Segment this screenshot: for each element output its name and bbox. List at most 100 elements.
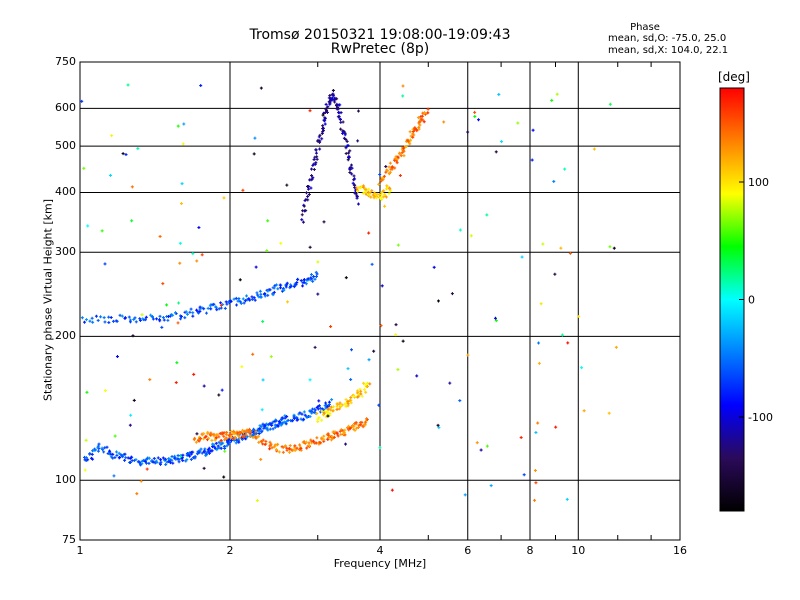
data-point (531, 128, 535, 132)
data-point (209, 449, 213, 453)
data-point (216, 444, 220, 448)
data-point (364, 420, 368, 424)
data-point (283, 416, 287, 420)
data-point (312, 407, 316, 411)
data-point (282, 420, 286, 424)
data-point (130, 459, 134, 463)
data-point (248, 432, 252, 436)
data-point (322, 437, 326, 441)
data-point (269, 423, 273, 427)
data-point (188, 310, 192, 314)
data-point (302, 440, 306, 444)
data-point (332, 98, 336, 102)
data-point (103, 446, 107, 450)
data-point (206, 306, 210, 310)
data-point (338, 401, 342, 405)
data-point (214, 436, 218, 440)
data-point (263, 292, 267, 296)
data-point (317, 440, 321, 444)
data-point (245, 298, 249, 302)
data-point (234, 431, 238, 435)
data-point (309, 276, 313, 280)
data-point (355, 395, 359, 399)
y-tick-label: 200 (55, 329, 76, 343)
data-point (314, 161, 318, 165)
data-point (270, 446, 274, 450)
data-point (323, 122, 327, 126)
data-point (86, 224, 90, 228)
data-point (322, 220, 326, 224)
data-point (359, 423, 363, 427)
data-point (259, 292, 263, 296)
data-point (212, 432, 216, 436)
data-point (202, 432, 206, 436)
data-point (329, 438, 333, 442)
data-point (303, 441, 307, 445)
data-point (387, 192, 391, 196)
data-point (330, 435, 334, 439)
data-point (320, 137, 324, 141)
data-point (225, 438, 229, 442)
data-point (321, 126, 325, 130)
data-point (226, 439, 230, 443)
data-point (417, 127, 421, 131)
data-point (396, 368, 400, 372)
data-point (336, 107, 340, 111)
data-point (255, 291, 259, 295)
data-point (305, 446, 309, 450)
data-point (308, 415, 312, 419)
data-point (401, 339, 405, 343)
data-point (281, 287, 285, 291)
data-point (100, 446, 104, 450)
data-point (219, 304, 223, 308)
data-point (181, 142, 185, 146)
colorbar-tick-label: 100 (748, 176, 769, 189)
data-point (251, 435, 255, 439)
data-point (130, 219, 134, 223)
data-point (364, 384, 368, 388)
data-point (222, 444, 226, 448)
data-point (264, 422, 268, 426)
data-point (174, 311, 178, 315)
data-point (240, 435, 244, 439)
data-point (186, 452, 190, 456)
data-point (301, 440, 305, 444)
data-point (537, 341, 541, 345)
data-point (437, 426, 441, 430)
phase-x-stats: mean, sd,X: 104.0, 22.1 (608, 45, 729, 56)
data-point (304, 209, 308, 213)
data-point (337, 111, 341, 115)
data-point (273, 284, 277, 288)
data-point (280, 416, 284, 420)
data-point (235, 303, 239, 307)
data-point (238, 436, 242, 440)
data-point (409, 138, 413, 142)
data-point (298, 445, 302, 449)
data-point (251, 435, 255, 439)
data-point (253, 298, 257, 302)
data-point (274, 419, 278, 423)
data-point (354, 192, 358, 196)
data-point (100, 229, 104, 233)
data-point (118, 313, 122, 317)
data-point (306, 444, 310, 448)
data-point (592, 147, 596, 151)
data-point (271, 286, 275, 290)
data-point (228, 432, 232, 436)
data-point (197, 450, 201, 454)
data-point (463, 493, 467, 497)
data-point (120, 314, 124, 318)
data-point (185, 452, 189, 456)
data-point (246, 429, 250, 433)
data-point (344, 276, 348, 280)
data-point (197, 451, 201, 455)
data-point (173, 456, 177, 460)
data-point (200, 306, 204, 310)
data-point (288, 450, 292, 454)
data-point (469, 234, 473, 238)
data-point (138, 462, 142, 466)
data-point (412, 133, 416, 137)
data-point (365, 385, 369, 389)
data-point (165, 460, 169, 464)
data-point (473, 114, 477, 118)
